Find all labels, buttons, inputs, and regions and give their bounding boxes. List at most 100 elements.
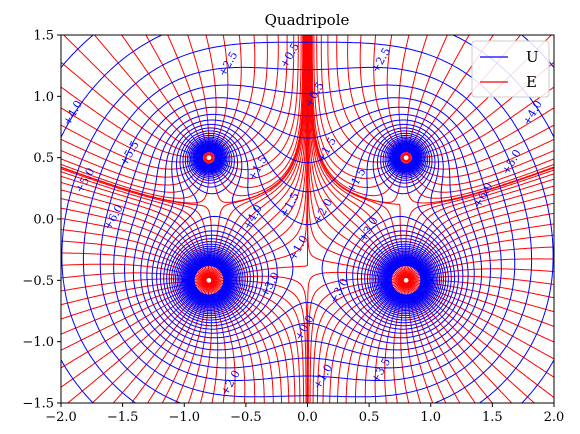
legend: U E bbox=[471, 40, 550, 98]
field-line bbox=[61, 171, 209, 278]
field-line bbox=[61, 217, 208, 280]
x-axis: −2.0 −1.5 −1.0 −0.5 0.0 0.5 1.0 1.5 2.0 bbox=[45, 403, 564, 425]
x-tick-label: 1.5 bbox=[482, 410, 503, 425]
field-line bbox=[408, 246, 554, 280]
field-line bbox=[355, 281, 405, 403]
field-line bbox=[210, 35, 302, 179]
field-line bbox=[407, 223, 554, 280]
field-line bbox=[91, 281, 208, 403]
y-tick-label: −1.5 bbox=[22, 397, 54, 412]
equipotential-line bbox=[140, 119, 475, 351]
x-tick-label: 0.0 bbox=[297, 410, 318, 425]
equipotential-line bbox=[124, 106, 491, 369]
field-line bbox=[336, 35, 404, 158]
field-line bbox=[121, 35, 208, 157]
chart-title: Quadripole bbox=[265, 11, 350, 29]
field-line bbox=[408, 124, 554, 170]
field-line bbox=[61, 166, 212, 278]
equipotential-line bbox=[159, 132, 456, 330]
field-line bbox=[329, 281, 405, 403]
field-line bbox=[61, 138, 208, 178]
equipotential-line bbox=[182, 145, 433, 308]
equipotential-line bbox=[166, 136, 449, 324]
plot-area: +4.0+5.0+5.5+6.0+2.5 +0.5+0.5+1.5+1.5+1.5… bbox=[61, 35, 554, 403]
field-line bbox=[66, 281, 208, 403]
legend-label-u: U bbox=[526, 48, 539, 66]
field-line bbox=[211, 35, 279, 158]
field-line bbox=[209, 282, 227, 403]
x-tick-label: −0.5 bbox=[230, 410, 262, 425]
x-tick-label: −1.0 bbox=[168, 410, 200, 425]
field-line bbox=[208, 35, 305, 279]
y-tick-label: 0.0 bbox=[33, 213, 54, 228]
field-line bbox=[359, 35, 405, 157]
field-line bbox=[406, 159, 554, 199]
field-line bbox=[61, 168, 210, 278]
x-tick-label: 1.0 bbox=[420, 410, 441, 425]
field-line bbox=[211, 279, 307, 403]
equipotential-line bbox=[168, 138, 447, 321]
equipotential-line bbox=[174, 141, 441, 315]
field-line bbox=[406, 35, 448, 156]
field-line bbox=[313, 35, 405, 179]
field-line bbox=[307, 35, 404, 281]
field-line bbox=[187, 35, 210, 156]
field-line bbox=[407, 281, 536, 403]
x-tick-label: −1.5 bbox=[107, 410, 139, 425]
field-line bbox=[61, 280, 207, 351]
field-line bbox=[167, 35, 209, 156]
field-line bbox=[61, 175, 209, 279]
field-line bbox=[62, 35, 207, 158]
field-line bbox=[406, 158, 554, 193]
field-line bbox=[316, 280, 404, 403]
field-line bbox=[408, 107, 554, 163]
field-line bbox=[406, 282, 476, 403]
y-tick-label: 0.5 bbox=[33, 151, 54, 166]
y-tick-label: −1.0 bbox=[22, 335, 54, 350]
equipotential-line bbox=[156, 130, 459, 334]
field-line bbox=[311, 35, 405, 188]
field-line bbox=[210, 35, 307, 279]
field-line bbox=[408, 61, 554, 158]
field-line bbox=[312, 280, 404, 403]
field-line bbox=[210, 35, 304, 188]
equipotential-line bbox=[183, 145, 432, 307]
field-line bbox=[61, 158, 209, 193]
field-line bbox=[210, 35, 299, 171]
field-line bbox=[347, 35, 405, 158]
field-line bbox=[316, 35, 405, 171]
field-line bbox=[210, 35, 268, 158]
field-line bbox=[61, 272, 207, 281]
field-line bbox=[61, 252, 207, 280]
field-line bbox=[407, 138, 554, 178]
equipotential-line bbox=[193, 151, 422, 296]
equipotential-contours bbox=[61, 35, 554, 403]
field-line bbox=[210, 282, 256, 403]
field-line bbox=[307, 271, 404, 403]
field-line bbox=[309, 35, 406, 279]
equipotential-line bbox=[151, 127, 464, 339]
field-line bbox=[408, 268, 554, 281]
field-line bbox=[61, 86, 207, 159]
field-line bbox=[406, 193, 554, 279]
equipotential-line bbox=[178, 143, 437, 311]
field-line bbox=[61, 263, 207, 281]
field-line bbox=[211, 280, 305, 403]
field-line bbox=[405, 167, 554, 278]
x-tick-label: 0.5 bbox=[359, 410, 380, 425]
field-line bbox=[210, 35, 308, 280]
field-line bbox=[407, 35, 494, 157]
field-line bbox=[61, 159, 209, 199]
field-line bbox=[210, 281, 274, 403]
field-line bbox=[61, 107, 207, 163]
equipotential-line bbox=[113, 97, 502, 381]
equipotential-line bbox=[132, 113, 483, 359]
field-line bbox=[61, 124, 207, 170]
legend-label-e: E bbox=[526, 73, 537, 91]
field-line bbox=[408, 258, 554, 280]
field-line bbox=[405, 160, 554, 204]
equipotential-line bbox=[179, 143, 436, 310]
y-axis: 1.5 1.0 0.5 0.0 −0.5 −1.0 −1.5 bbox=[22, 29, 61, 412]
equipotential-line bbox=[163, 134, 452, 327]
field-line bbox=[210, 35, 306, 279]
